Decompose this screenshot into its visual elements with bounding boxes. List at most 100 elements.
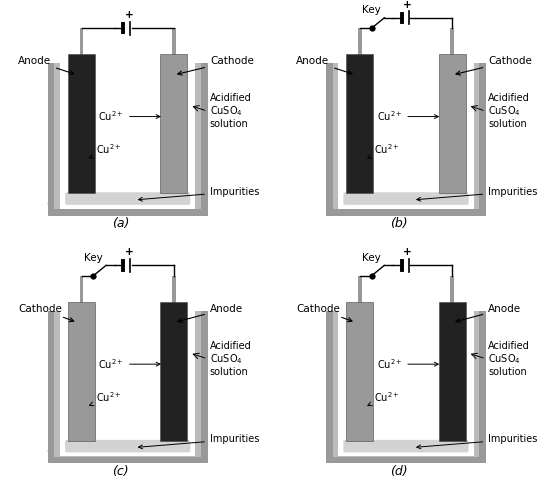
Bar bbox=[55, 311, 60, 451]
Text: Cu$^{2+}$: Cu$^{2+}$ bbox=[99, 357, 160, 371]
Bar bbox=[333, 63, 338, 203]
Bar bbox=[358, 276, 361, 303]
Text: Acidified: Acidified bbox=[210, 93, 252, 103]
Text: Impurities: Impurities bbox=[417, 187, 538, 201]
Text: Acidified: Acidified bbox=[488, 341, 530, 351]
Bar bbox=[346, 54, 373, 193]
Text: Cu$^{2+}$: Cu$^{2+}$ bbox=[90, 142, 122, 158]
Bar bbox=[60, 451, 196, 456]
Bar bbox=[326, 63, 338, 203]
Polygon shape bbox=[326, 203, 338, 214]
Bar bbox=[80, 276, 84, 303]
Bar bbox=[48, 311, 60, 451]
Bar bbox=[60, 311, 196, 451]
Text: Cathode: Cathode bbox=[296, 303, 352, 322]
Text: Impurities: Impurities bbox=[139, 435, 259, 449]
Bar bbox=[60, 203, 196, 209]
FancyBboxPatch shape bbox=[65, 192, 190, 205]
Bar bbox=[338, 63, 473, 203]
Text: Anode: Anode bbox=[178, 303, 243, 323]
Bar bbox=[55, 203, 201, 209]
Bar bbox=[55, 451, 201, 457]
Text: +: + bbox=[403, 0, 412, 10]
Text: Anode: Anode bbox=[296, 56, 352, 75]
Bar bbox=[48, 63, 60, 203]
Text: CuSO$_4$: CuSO$_4$ bbox=[210, 104, 243, 118]
Bar bbox=[196, 63, 201, 203]
Polygon shape bbox=[48, 203, 60, 214]
Text: CuSO$_4$: CuSO$_4$ bbox=[210, 352, 243, 366]
Bar bbox=[80, 28, 84, 55]
Text: Acidified: Acidified bbox=[488, 93, 530, 103]
Bar bbox=[326, 311, 338, 451]
Bar bbox=[346, 301, 373, 440]
Bar bbox=[473, 311, 479, 451]
Text: Cu$^{2+}$: Cu$^{2+}$ bbox=[368, 390, 400, 406]
Text: Anode: Anode bbox=[456, 303, 521, 323]
Text: Anode: Anode bbox=[18, 56, 74, 75]
Text: Key: Key bbox=[362, 253, 381, 263]
FancyBboxPatch shape bbox=[343, 440, 468, 452]
Text: Acidified: Acidified bbox=[210, 341, 252, 351]
Bar bbox=[172, 28, 175, 55]
Text: solution: solution bbox=[488, 367, 527, 377]
Polygon shape bbox=[473, 451, 486, 462]
Bar bbox=[196, 311, 201, 451]
Text: +: + bbox=[403, 247, 412, 257]
Text: Cathode: Cathode bbox=[18, 303, 74, 322]
Bar bbox=[68, 54, 95, 193]
Text: (b): (b) bbox=[390, 218, 408, 230]
Polygon shape bbox=[473, 203, 486, 214]
Bar bbox=[160, 301, 187, 440]
Text: Cu$^{2+}$: Cu$^{2+}$ bbox=[99, 109, 160, 123]
Text: Cu$^{2+}$: Cu$^{2+}$ bbox=[377, 357, 438, 371]
Bar bbox=[333, 311, 338, 451]
Bar bbox=[60, 63, 196, 203]
Text: Cu$^{2+}$: Cu$^{2+}$ bbox=[368, 142, 400, 158]
Text: Key: Key bbox=[84, 253, 102, 263]
Text: (c): (c) bbox=[113, 465, 129, 478]
Bar bbox=[473, 63, 479, 203]
Text: solution: solution bbox=[210, 367, 248, 377]
Bar bbox=[439, 301, 466, 440]
Bar bbox=[326, 451, 486, 463]
Bar bbox=[451, 28, 454, 55]
FancyBboxPatch shape bbox=[343, 192, 468, 205]
Bar bbox=[358, 28, 361, 55]
Text: +: + bbox=[125, 247, 134, 257]
Polygon shape bbox=[196, 451, 208, 462]
Text: Impurities: Impurities bbox=[417, 435, 538, 449]
Polygon shape bbox=[196, 203, 208, 214]
Text: Cu$^{2+}$: Cu$^{2+}$ bbox=[377, 109, 438, 123]
Text: Key: Key bbox=[362, 5, 381, 15]
Text: Cu$^{2+}$: Cu$^{2+}$ bbox=[90, 390, 122, 406]
Text: Cathode: Cathode bbox=[456, 56, 532, 75]
Bar bbox=[439, 54, 466, 193]
Text: +: + bbox=[125, 10, 134, 20]
FancyBboxPatch shape bbox=[65, 440, 190, 452]
Bar bbox=[68, 301, 95, 440]
Bar bbox=[196, 311, 208, 451]
Text: (a): (a) bbox=[112, 218, 129, 230]
Bar bbox=[338, 311, 473, 451]
Bar bbox=[48, 203, 208, 216]
Bar bbox=[473, 311, 486, 451]
Bar bbox=[333, 451, 479, 457]
Text: CuSO$_4$: CuSO$_4$ bbox=[488, 352, 521, 366]
Polygon shape bbox=[48, 451, 60, 462]
Text: CuSO$_4$: CuSO$_4$ bbox=[488, 104, 521, 118]
Text: solution: solution bbox=[488, 119, 527, 129]
Bar bbox=[333, 203, 479, 209]
Text: Cathode: Cathode bbox=[178, 56, 254, 75]
Bar bbox=[338, 451, 473, 456]
Bar bbox=[473, 63, 486, 203]
Polygon shape bbox=[326, 451, 338, 462]
Bar bbox=[196, 63, 208, 203]
Bar bbox=[451, 276, 454, 303]
Text: solution: solution bbox=[210, 119, 248, 129]
Bar bbox=[338, 203, 473, 209]
Bar bbox=[48, 451, 208, 463]
Text: Impurities: Impurities bbox=[139, 187, 259, 201]
Bar bbox=[55, 63, 60, 203]
Text: (d): (d) bbox=[390, 465, 408, 478]
